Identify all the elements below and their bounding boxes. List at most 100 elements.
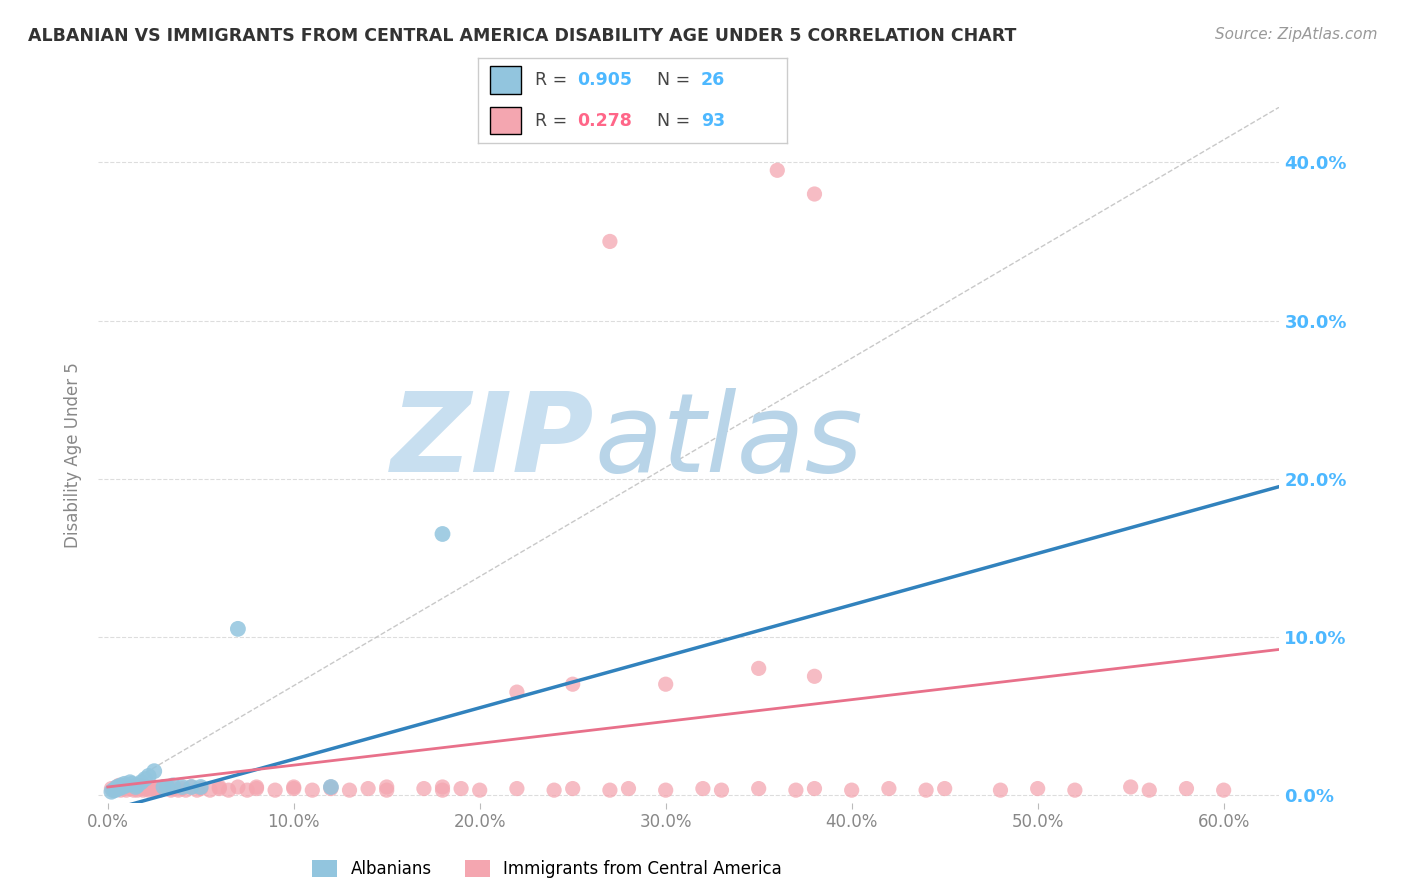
Point [124, 781, 146, 796]
Point [748, 661, 770, 675]
Point [561, 677, 583, 691]
Text: atlas: atlas [595, 387, 863, 494]
Point [103, 783, 125, 797]
Point [127, 778, 149, 792]
Point [114, 777, 136, 791]
Point [1063, 783, 1085, 797]
Point [803, 186, 825, 201]
Point [129, 775, 152, 789]
Text: N =: N = [658, 71, 696, 89]
Text: N =: N = [658, 112, 696, 129]
Point [104, 781, 127, 796]
Point [599, 783, 621, 797]
Point [1212, 783, 1234, 797]
Point [124, 778, 146, 792]
Point [110, 780, 132, 794]
Point [124, 780, 146, 794]
Text: 26: 26 [700, 71, 725, 89]
Point [111, 778, 134, 792]
Point [190, 780, 212, 794]
Point [915, 783, 938, 797]
Point [785, 783, 807, 797]
Point [160, 783, 183, 797]
Point [432, 783, 454, 797]
Point [617, 781, 640, 796]
Point [134, 781, 156, 796]
Point [803, 781, 825, 796]
Point [561, 781, 583, 796]
Point [118, 780, 141, 794]
FancyBboxPatch shape [491, 67, 522, 94]
Point [803, 669, 825, 683]
Text: R =: R = [536, 71, 574, 89]
Point [543, 783, 565, 797]
Point [135, 780, 157, 794]
Point [283, 780, 305, 794]
Point [100, 781, 122, 796]
Point [139, 781, 162, 796]
Text: ZIP: ZIP [391, 387, 595, 494]
Point [146, 781, 169, 796]
Point [190, 781, 212, 796]
Text: 0.905: 0.905 [576, 71, 633, 89]
Text: R =: R = [536, 112, 574, 129]
Text: ALBANIAN VS IMMIGRANTS FROM CENTRAL AMERICA DISABILITY AGE UNDER 5 CORRELATION C: ALBANIAN VS IMMIGRANTS FROM CENTRAL AMER… [28, 27, 1017, 45]
Point [145, 783, 167, 797]
Point [143, 764, 166, 779]
Point [245, 781, 267, 796]
Point [156, 780, 179, 794]
Point [103, 783, 125, 797]
Point [149, 783, 172, 797]
Point [654, 783, 676, 797]
Point [110, 778, 132, 792]
Point [319, 780, 342, 794]
Point [115, 778, 138, 792]
Point [692, 781, 714, 796]
Point [301, 783, 323, 797]
Point [105, 780, 128, 794]
Point [264, 783, 287, 797]
Point [162, 781, 184, 796]
Point [180, 780, 202, 794]
Point [143, 780, 166, 794]
Point [128, 780, 150, 794]
Point [100, 785, 122, 799]
Point [841, 783, 863, 797]
Point [180, 780, 202, 794]
Point [138, 769, 160, 783]
Point [174, 783, 197, 797]
Point [152, 780, 174, 794]
Point [198, 783, 221, 797]
Point [156, 780, 179, 794]
Point [172, 780, 194, 794]
Point [218, 783, 240, 797]
Point [1026, 781, 1049, 796]
Point [110, 783, 132, 797]
Text: 93: 93 [700, 112, 725, 129]
Point [132, 783, 155, 797]
Point [152, 781, 174, 796]
Y-axis label: Disability Age Under 5: Disability Age Under 5 [65, 362, 83, 548]
Point [934, 781, 956, 796]
Point [877, 781, 900, 796]
Text: 0.278: 0.278 [576, 112, 631, 129]
Point [208, 781, 231, 796]
Text: Source: ZipAtlas.com: Source: ZipAtlas.com [1215, 27, 1378, 42]
Point [121, 781, 143, 796]
Point [506, 685, 529, 699]
Point [412, 781, 434, 796]
Point [111, 781, 134, 796]
Point [748, 781, 770, 796]
Point [115, 783, 138, 797]
Point [1175, 781, 1198, 796]
Point [245, 780, 267, 794]
Point [118, 781, 141, 796]
Point [319, 781, 342, 796]
Point [375, 783, 398, 797]
Point [283, 781, 305, 796]
Point [450, 781, 472, 796]
Point [134, 772, 156, 786]
Point [226, 622, 249, 636]
Point [104, 783, 127, 797]
Point [186, 783, 208, 797]
